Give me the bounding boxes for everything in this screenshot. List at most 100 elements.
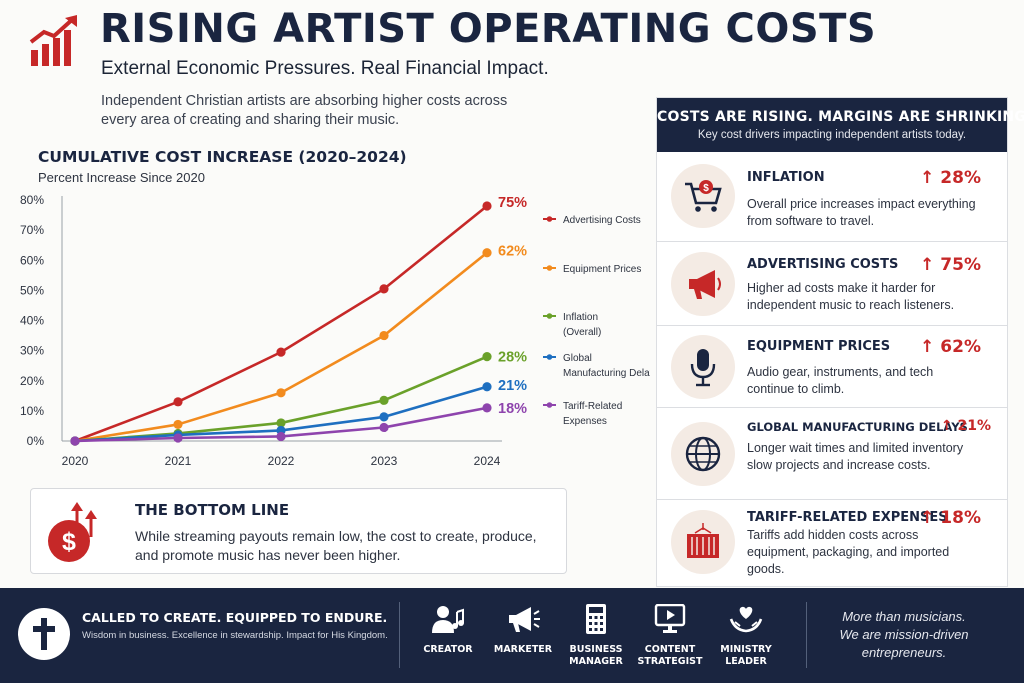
chart-title: CUMULATIVE COST INCREASE (2020–2024) [38, 148, 407, 166]
panel-header: COSTS ARE RISING. MARGINS ARE SHRINKING.… [657, 98, 1024, 152]
footer-heading: CALLED TO CREATE. EQUIPPED TO ENDURE. [82, 610, 388, 625]
cost-item-description: Higher ad costs make it harder for indep… [747, 281, 955, 312]
legend-swatch-dot [546, 216, 553, 222]
legend-swatch-dot [546, 354, 553, 360]
panel-subheading: Key cost drivers impacting independent a… [697, 129, 967, 141]
calculator-icon [586, 604, 606, 634]
bottom-line-box: $ THE BOTTOM LINE While streaming payout… [30, 488, 567, 574]
role-label: CONTENT STRATEGIST [637, 644, 703, 667]
cross-icon [18, 608, 70, 660]
role-label: CREATOR [423, 644, 473, 655]
data-point [276, 347, 286, 357]
bottom-line-text: While streaming payouts remain low, the … [135, 528, 537, 563]
end-value-label: 21% [498, 378, 527, 394]
footer-tagline: More than musicians. We are mission-driv… [839, 609, 969, 660]
intro-text: Independent Christian artists are absorb… [101, 93, 508, 128]
y-tick-label: 80% [20, 193, 44, 207]
y-tick-label: 40% [20, 314, 44, 328]
svg-text:$: $ [703, 183, 709, 194]
data-point [482, 403, 492, 413]
data-point [482, 201, 492, 211]
person-music-icon [432, 606, 464, 633]
data-point [173, 397, 183, 407]
cost-item-label: GLOBAL MANUFACTURING DELAYS [747, 420, 968, 434]
role-label: BUSINESS MANAGER [569, 644, 623, 667]
cost-item-manufacturing: GLOBAL MANUFACTURING DELAYS ↑ 21% Longer… [657, 408, 1007, 500]
cost-item-description: Overall price increases impact everythin… [747, 197, 976, 228]
data-point [70, 436, 80, 446]
globe-icon [671, 422, 735, 486]
data-point [173, 433, 183, 443]
cost-item-percent: ↑ 28% [920, 168, 981, 188]
monitor-play-icon [654, 604, 686, 633]
role-label: MINISTRY LEADER [720, 644, 772, 667]
cost-item-equipment: EQUIPMENT PRICES ↑ 62% Audio gear, instr… [657, 326, 1007, 408]
y-tick-label: 0% [27, 434, 45, 448]
shopping-cart-icon: $ [671, 164, 735, 228]
shipping-container-icon [671, 510, 735, 574]
legend-swatch-dot [546, 402, 553, 408]
bottom-line-heading: THE BOTTOM LINE [135, 501, 290, 519]
data-point [379, 330, 389, 341]
end-value-label: 62% [498, 244, 527, 260]
legend-label: Equipment Prices [563, 264, 641, 275]
x-tick-label: 2022 [268, 454, 295, 468]
cost-item-label: INFLATION [747, 170, 825, 185]
data-point [276, 388, 286, 398]
data-point [379, 284, 389, 294]
cost-item-description: Longer wait times and limited inventory … [747, 441, 964, 472]
cost-item-label: TARIFF-RELATED EXPENSES [747, 510, 948, 525]
legend-label: Tariff-Related Expenses [563, 401, 622, 427]
page-title: RISING ARTIST OPERATING COSTS [100, 6, 877, 52]
role-label: MARKETER [493, 644, 553, 655]
microphone-icon [671, 335, 735, 399]
footer-banner: CALLED TO CREATE. EQUIPPED TO ENDURE. Wi… [0, 588, 1024, 683]
cost-item-percent: ↑ 62% [920, 337, 981, 357]
y-tick-label: 50% [20, 283, 44, 297]
role-ministry-leader: MINISTRY LEADER [716, 604, 776, 668]
x-tick-label: 2020 [62, 454, 89, 468]
panel-heading: COSTS ARE RISING. MARGINS ARE SHRINKING. [657, 109, 1024, 125]
end-value-label: 18% [498, 401, 527, 417]
page-subtitle: External Economic Pressures. Real Financ… [101, 58, 549, 79]
heart-hands-icon [729, 606, 763, 633]
role-content-strategist: CONTENT STRATEGIST [634, 604, 706, 668]
y-tick-label: 20% [20, 374, 44, 388]
legend-label: Advertising Costs [563, 215, 641, 226]
footer-divider [806, 602, 807, 668]
cost-drivers-panel: COSTS ARE RISING. MARGINS ARE SHRINKING.… [656, 97, 1024, 587]
role-marketer: MARKETER [492, 604, 554, 656]
cost-item-percent: ↑ 18% [920, 508, 981, 528]
megaphone-icon [671, 252, 735, 316]
legend-swatch-dot [546, 313, 553, 319]
x-tick-label: 2024 [474, 454, 501, 468]
role-business-manager: BUSINESS MANAGER [566, 604, 626, 668]
data-point [482, 352, 492, 362]
footer-subheading: Wisdom in business. Excellence in stewar… [82, 630, 388, 641]
cost-item-description: Tariffs add hidden costs across equipmen… [747, 528, 950, 576]
megaphone-icon [509, 607, 540, 632]
data-point [379, 395, 389, 405]
legend-swatch-dot [546, 265, 553, 271]
cost-item-tariff: TARIFF-RELATED EXPENSES ↑ 18% Tariffs ad… [657, 500, 1007, 586]
y-tick-label: 60% [20, 253, 44, 267]
x-tick-label: 2023 [371, 454, 398, 468]
cost-item-percent: ↑ 21% [940, 418, 991, 434]
data-point [379, 422, 389, 433]
end-value-label: 75% [498, 195, 527, 211]
data-point [276, 418, 286, 428]
legend-label: Inflation (Overall) [563, 312, 601, 338]
rising-chart-logo-icon [29, 15, 77, 66]
line-chart: 0% 10% 20% 30% 40% 50% 60% 70% 80% 2020 2021 2022 20… [20, 193, 650, 468]
end-value-label: 28% [498, 350, 527, 366]
footer-divider [399, 602, 400, 668]
data-point [379, 412, 389, 422]
data-point [482, 382, 492, 392]
x-tick-label: 2021 [165, 454, 192, 468]
data-point [173, 419, 183, 430]
cost-item-advertising: ADVERTISING COSTS ↑ 75% Higher ad costs … [657, 242, 1007, 326]
svg-text:$: $ [62, 528, 76, 556]
y-tick-label: 10% [20, 404, 44, 418]
data-point [482, 248, 492, 258]
